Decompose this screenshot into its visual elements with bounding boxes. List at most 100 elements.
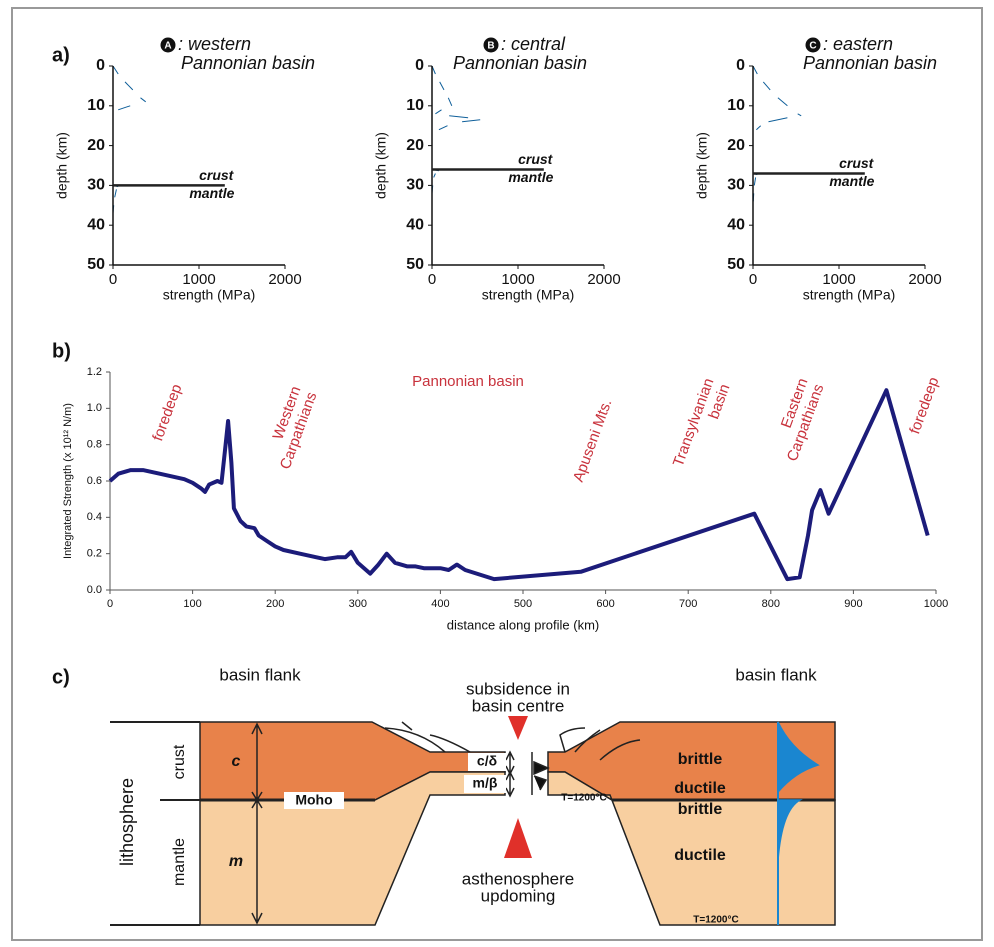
moho-label: mantle (829, 173, 874, 189)
diagram-label: T=1200°C (693, 915, 738, 926)
diagram-label: m (229, 853, 243, 870)
y-tick-label: 30 (727, 177, 745, 194)
diagram-label: Moho (295, 792, 332, 808)
chart-title: Pannonian basin (803, 53, 937, 73)
diagram-label: c/δ (477, 753, 497, 769)
x-tick-label: 600 (596, 598, 614, 610)
strength-profile-sketch (777, 721, 820, 861)
y-axis-label: Integrated Strength (x 10¹² N/m) (62, 403, 74, 559)
region-annotation-line: foredeep (149, 382, 185, 443)
y-tick-label: 20 (727, 137, 745, 154)
region-annotation-line: foredeep (906, 375, 942, 436)
centre-arrows (505, 750, 515, 798)
thickness-arrows (251, 722, 263, 925)
x-tick-label: 200 (266, 598, 284, 610)
mantle-right (547, 771, 836, 926)
x-tick-label: 2000 (908, 271, 941, 288)
fault-lines (384, 721, 641, 761)
y-tick-label: 50 (727, 256, 745, 273)
chart-title: Pannonian basin (453, 53, 587, 73)
x-axis-label: distance along profile (km) (447, 617, 599, 632)
x-tick-label: 1000 (822, 271, 855, 288)
title-badge (805, 37, 821, 53)
y-tick-label: 50 (87, 256, 105, 273)
y-tick-label: 10 (727, 97, 745, 114)
y-tick-label: 10 (406, 97, 424, 114)
panel-label: c) (52, 666, 70, 688)
y-tick-label: 0.8 (87, 439, 102, 451)
strength-profile (752, 65, 802, 202)
x-tick-label: 300 (349, 598, 367, 610)
y-tick-label: 30 (87, 177, 105, 194)
x-tick-label: 100 (183, 598, 201, 610)
chart-title: : eastern (823, 34, 893, 54)
y-tick-label: 40 (406, 216, 424, 233)
diagram-label: subsidence in (466, 679, 570, 698)
x-tick-label: 500 (514, 598, 532, 610)
title-badge (483, 37, 499, 53)
diagram-label: brittle (678, 751, 723, 768)
y-tick-label: 40 (727, 216, 745, 233)
c-delta-box (468, 753, 506, 771)
panel-label: b) (52, 340, 71, 362)
diagram-label: lithosphere (117, 778, 137, 866)
diagram-shapes (110, 716, 836, 926)
y-tick-label: 20 (87, 137, 105, 154)
region-annotation-line: Pannonian basin (412, 373, 524, 390)
subsidence-arrow (508, 716, 528, 740)
y-tick-label: 0.2 (87, 548, 102, 560)
title-badge-letter: B (487, 41, 494, 52)
x-tick-label: 900 (844, 598, 862, 610)
x-tick-label: 0 (109, 271, 117, 288)
title-badge-letter: A (164, 41, 171, 52)
y-axis-label: depth (km) (694, 132, 710, 199)
panel-label: a) (52, 44, 70, 66)
x-tick-label: 400 (431, 598, 449, 610)
y-tick-label: 0 (415, 57, 424, 74)
y-tick-label: 0 (736, 57, 745, 74)
m-beta-box (464, 775, 506, 793)
diagram-label: m/β (473, 775, 498, 791)
x-axis-label: strength (MPa) (482, 287, 575, 303)
strength-profile (431, 65, 481, 194)
y-tick-label: 0.0 (87, 584, 102, 596)
y-tick-label: 0.6 (87, 475, 102, 487)
region-annotation-line: Apuseni Mts. (570, 397, 616, 484)
frame (11, 7, 983, 941)
x-tick-label: 2000 (268, 271, 301, 288)
y-axis-label: depth (km) (373, 132, 389, 199)
y-tick-label: 40 (87, 216, 105, 233)
moho-box (284, 792, 344, 809)
x-tick-label: 0 (749, 271, 757, 288)
mantle-left (199, 771, 506, 926)
x-tick-label: 0 (428, 271, 436, 288)
region-annotation-line: Transylvanian (670, 376, 718, 469)
y-tick-label: 20 (406, 137, 424, 154)
diagram-label: ductile (674, 780, 726, 797)
fault-symbol (531, 752, 550, 795)
moho-label: mantle (508, 169, 553, 185)
diagram-label: T=1200°C (561, 793, 606, 804)
moho-label: crust (518, 151, 554, 167)
x-tick-label: 1000 (501, 271, 534, 288)
chart-title: : central (501, 34, 566, 54)
x-tick-label: 800 (762, 598, 780, 610)
x-tick-label: 2000 (587, 271, 620, 288)
diagram-label: mantle (171, 838, 188, 886)
x-axis-label: strength (MPa) (163, 287, 256, 303)
region-annotation: foredeep (906, 375, 942, 436)
diagram-label: crust (171, 744, 188, 779)
y-tick-label: 50 (406, 256, 424, 273)
y-axis-label: depth (km) (54, 132, 70, 199)
diagram-label: basin flank (735, 665, 817, 684)
diagram-label: basin centre (472, 696, 565, 715)
diagram-label: ductile (674, 847, 726, 864)
x-tick-label: 1000 (182, 271, 215, 288)
y-tick-label: 10 (87, 97, 105, 114)
moho-label: crust (199, 167, 235, 183)
region-annotation: foredeep (149, 382, 185, 443)
